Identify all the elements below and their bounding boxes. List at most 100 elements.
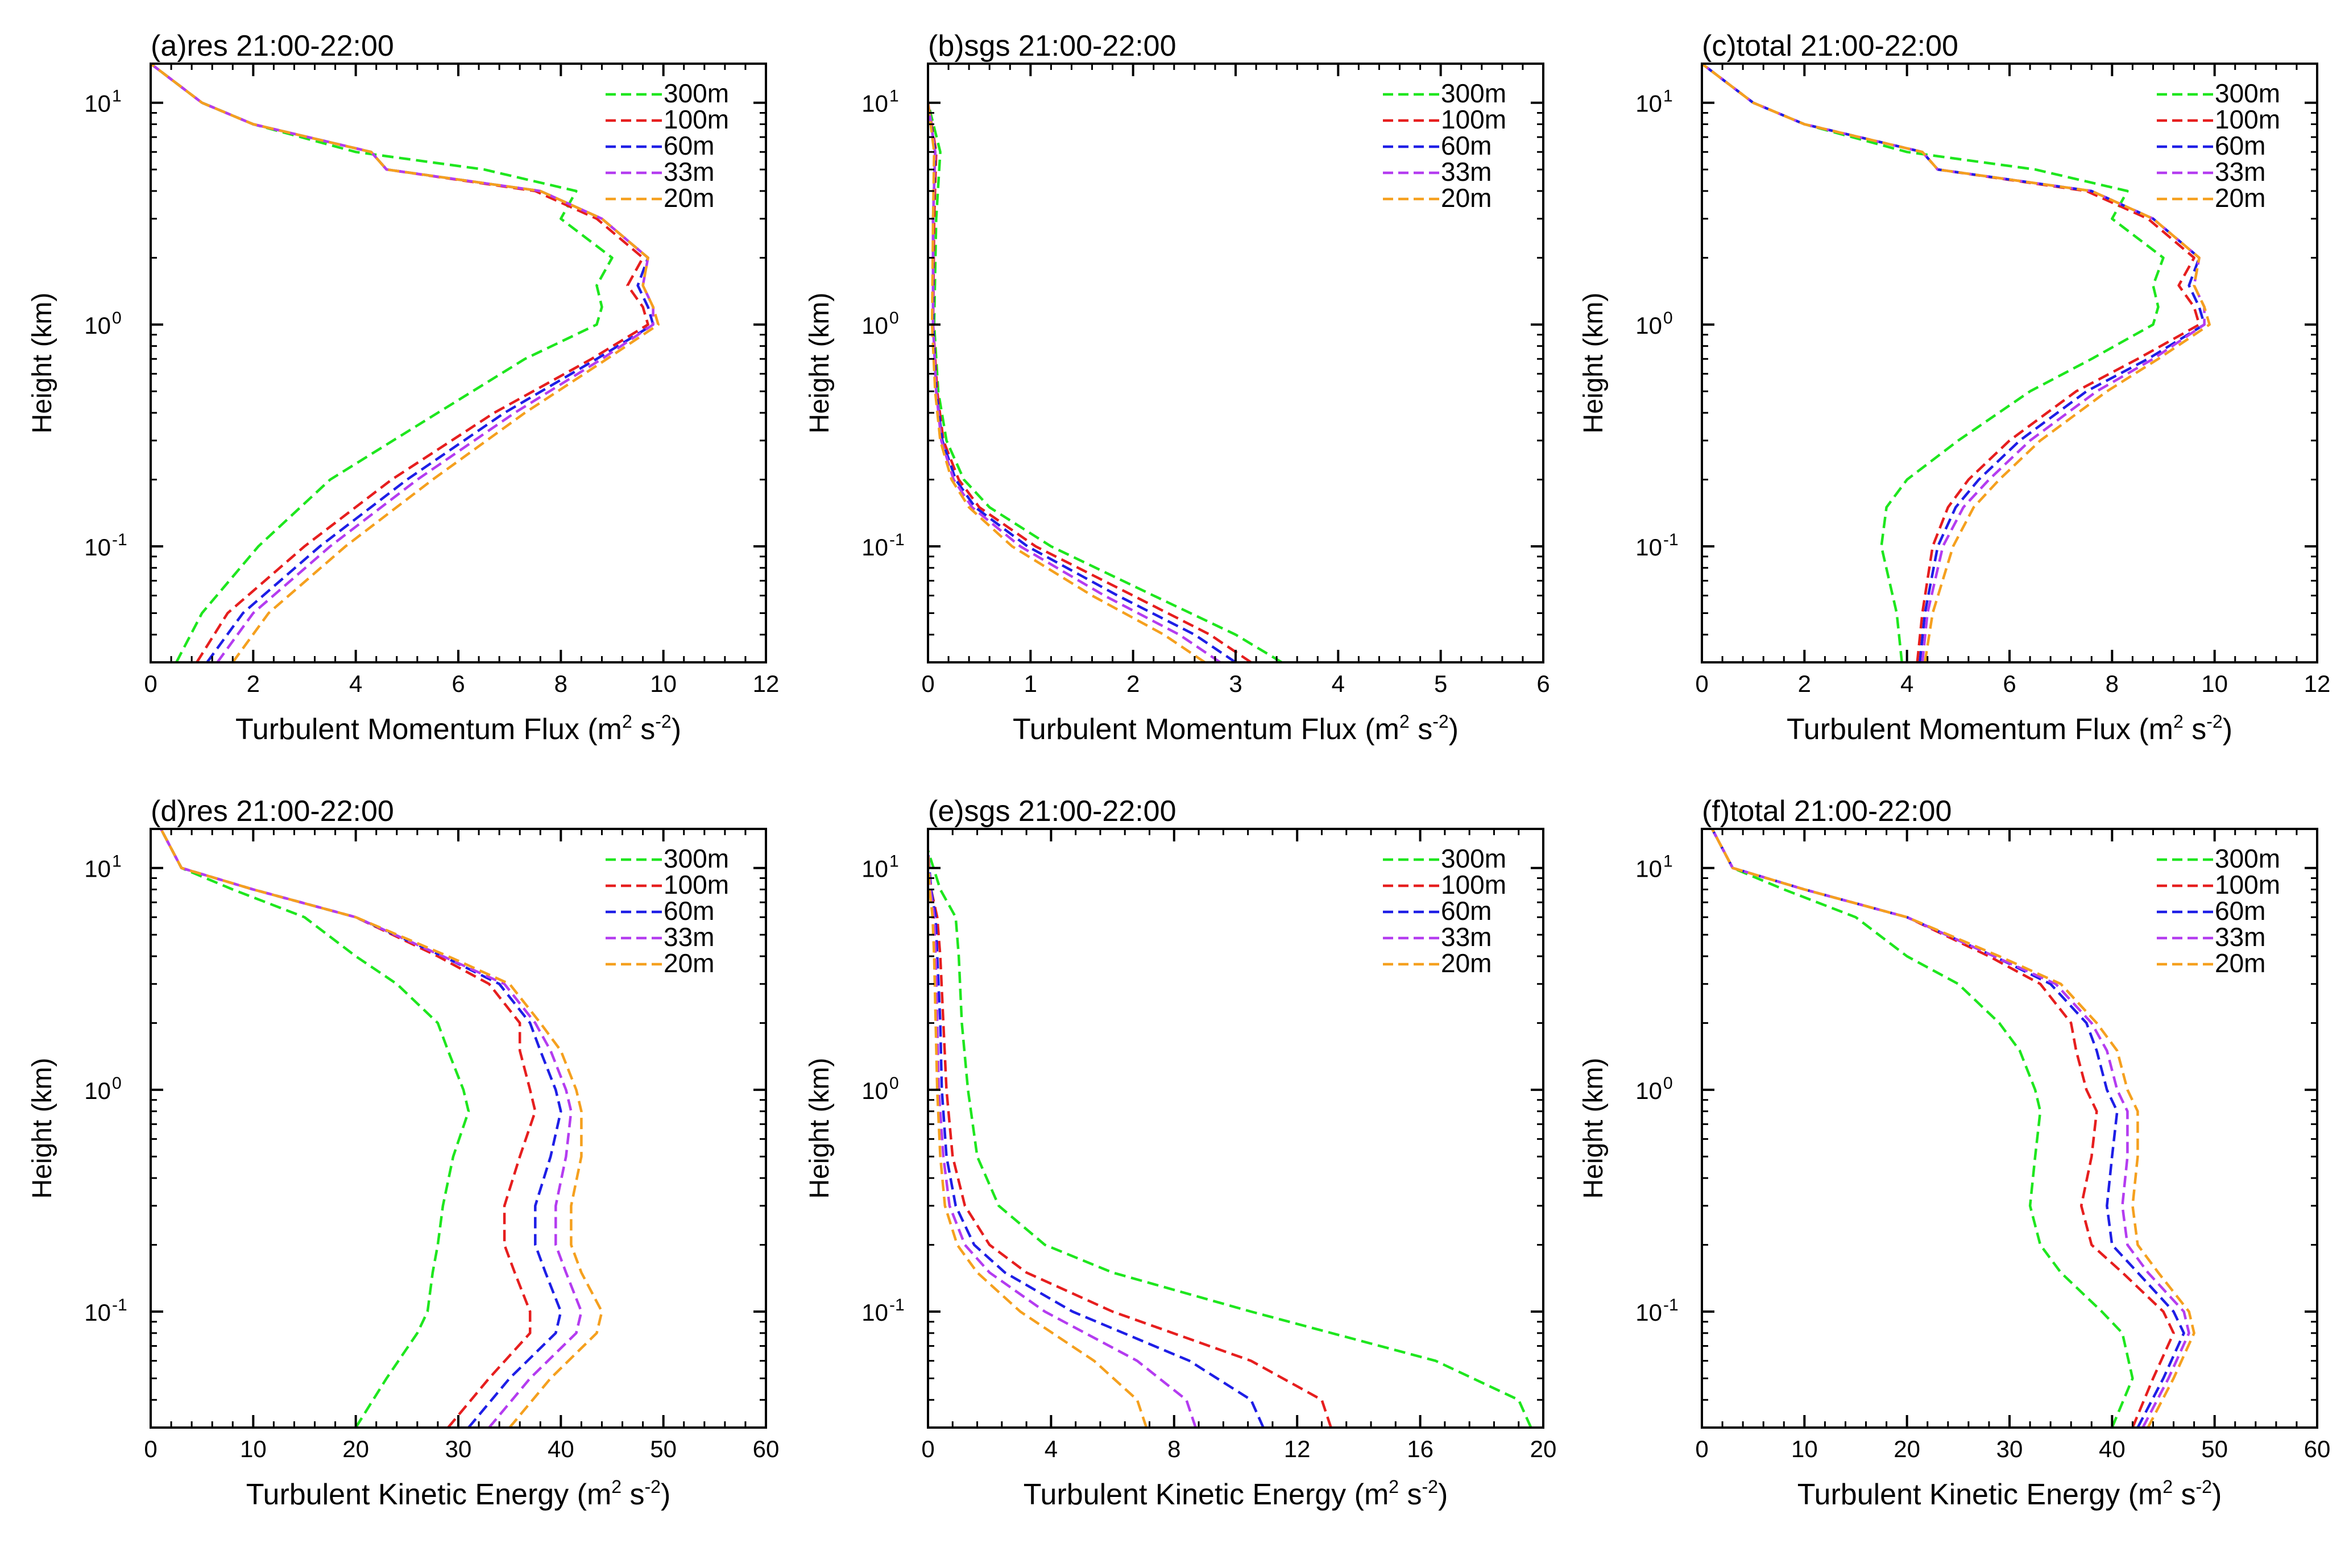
- legend-label-60m: 60m: [2215, 896, 2265, 926]
- chart-title: (f)total 21:00-22:00: [1702, 795, 1952, 828]
- y-tick-base: 10: [861, 1299, 888, 1326]
- legend-label-100m: 100m: [664, 105, 729, 134]
- y-tick-exponent: -1: [1663, 530, 1679, 549]
- x-axis-label: Turbulent Kinetic Energy (m2 s-2): [246, 1476, 671, 1511]
- chart-title: (b)sgs 21:00-22:00: [928, 30, 1176, 63]
- series-line-33m: [928, 102, 1221, 662]
- y-tick-exponent: -1: [112, 530, 127, 549]
- y-axis-label: Height (km): [1579, 1057, 1609, 1198]
- legend-label-100m: 100m: [664, 870, 729, 899]
- series-line-300m: [160, 829, 470, 1428]
- x-tick-label: 30: [1996, 1436, 2023, 1462]
- series-line-60m: [160, 829, 562, 1428]
- series-line-60m: [928, 850, 1265, 1428]
- y-tick-label: 10: [861, 856, 888, 882]
- x-axis-label-part: 2: [611, 1476, 622, 1497]
- series-line-60m: [928, 102, 1237, 662]
- y-tick-exponent: 0: [112, 309, 122, 327]
- x-axis-label-part: Turbulent Kinetic Energy (m: [1797, 1478, 2163, 1511]
- legend-label-300m: 300m: [1441, 78, 1506, 108]
- y-tick-exponent: 1: [1663, 852, 1673, 871]
- x-axis-label-part: 2: [2162, 1476, 2173, 1497]
- series-line-20m: [928, 850, 1148, 1428]
- legend-label-60m: 60m: [664, 131, 714, 160]
- series-line-20m: [160, 829, 603, 1428]
- legend-label-300m: 300m: [664, 844, 729, 873]
- plot-frame: [927, 828, 1544, 1429]
- x-tick-label: 6: [2003, 670, 2016, 697]
- series-line-60m: [1711, 829, 2185, 1428]
- y-tick-label: 10: [861, 534, 888, 561]
- y-tick-base: 10: [1635, 312, 1662, 339]
- legend-label-300m: 300m: [1441, 844, 1506, 873]
- y-tick-label: 10: [84, 312, 111, 339]
- y-tick-base: 10: [1635, 1299, 1662, 1326]
- y-tick-exponent: 0: [1663, 1074, 1673, 1093]
- legend-label-100m: 100m: [2215, 870, 2280, 899]
- x-axis-label-part: ): [672, 713, 681, 746]
- series-line-20m: [1702, 64, 2211, 662]
- legend-label-20m: 20m: [2215, 183, 2265, 213]
- y-tick-exponent: 0: [889, 1074, 899, 1093]
- x-tick-label: 40: [548, 1436, 574, 1462]
- y-tick-label: 10: [84, 1077, 111, 1104]
- y-tick-label: 10: [861, 1299, 888, 1326]
- x-tick-label: 16: [1407, 1436, 1434, 1462]
- x-axis-label-part: s: [632, 713, 655, 746]
- x-tick-label: 20: [1894, 1436, 1920, 1462]
- x-axis-label-part: 2: [1399, 711, 1410, 732]
- x-axis-label-part: -2: [645, 1476, 661, 1497]
- y-tick-base: 10: [861, 312, 888, 339]
- x-tick-label: 6: [1536, 670, 1550, 697]
- series-line-20m: [928, 102, 1206, 662]
- x-tick-label: 60: [2304, 1436, 2331, 1462]
- y-tick-base: 10: [861, 1077, 888, 1104]
- x-axis-label-part: -2: [1422, 1476, 1438, 1497]
- legend-label-20m: 20m: [2215, 948, 2265, 978]
- x-axis-label-part: Turbulent Momentum Flux (m: [235, 713, 622, 746]
- x-axis-label-part: -2: [2206, 711, 2222, 732]
- y-tick-label: 10: [1635, 534, 1662, 561]
- x-tick-label: 4: [1045, 1436, 1058, 1462]
- series-line-33m: [151, 64, 654, 662]
- series-lines: [151, 64, 660, 662]
- x-tick-label: 0: [1695, 1436, 1708, 1462]
- x-axis-label-part: Turbulent Kinetic Energy (m: [1024, 1478, 1389, 1511]
- series-line-100m: [1711, 829, 2175, 1428]
- x-tick-label: 2: [1798, 670, 1811, 697]
- x-tick-label: 2: [1126, 670, 1140, 697]
- x-axis-label-part: ): [1438, 1478, 1448, 1511]
- legend-label-100m: 100m: [2215, 105, 2280, 134]
- y-tick-base: 10: [861, 856, 888, 882]
- series-lines: [160, 829, 603, 1428]
- series-line-100m: [928, 850, 1332, 1428]
- x-axis-label-part: 2: [2173, 711, 2184, 732]
- x-tick-label: 4: [1332, 670, 1345, 697]
- series-lines: [1711, 829, 2195, 1428]
- x-tick-label: 8: [554, 670, 567, 697]
- x-tick-label: 10: [240, 1436, 267, 1462]
- series-line-33m: [1711, 829, 2190, 1428]
- x-tick-label: 0: [1695, 670, 1708, 697]
- x-axis-label: Turbulent Kinetic Energy (m2 s-2): [1797, 1476, 2222, 1511]
- chart-title: (e)sgs 21:00-22:00: [928, 795, 1176, 828]
- y-tick-label: 10: [861, 1077, 888, 1104]
- series-line-33m: [160, 829, 583, 1428]
- y-tick-label: 10: [1635, 1077, 1662, 1104]
- x-axis-label-part: Turbulent Momentum Flux (m: [1013, 713, 1399, 746]
- series-line-300m: [928, 850, 1532, 1428]
- y-tick-exponent: -1: [889, 530, 905, 549]
- x-tick-label: 10: [1791, 1436, 1818, 1462]
- y-axis-label: Height (km): [27, 292, 57, 433]
- y-axis-label: Height (km): [805, 292, 835, 433]
- y-tick-base: 10: [861, 534, 888, 561]
- x-tick-label: 20: [342, 1436, 369, 1462]
- x-axis-label-part: ): [1449, 713, 1459, 746]
- x-tick-label: 4: [1900, 670, 1913, 697]
- legend-label-33m: 33m: [1441, 922, 1492, 952]
- y-tick-exponent: 0: [112, 1074, 122, 1093]
- x-axis-label-part: Turbulent Kinetic Energy (m: [246, 1478, 612, 1511]
